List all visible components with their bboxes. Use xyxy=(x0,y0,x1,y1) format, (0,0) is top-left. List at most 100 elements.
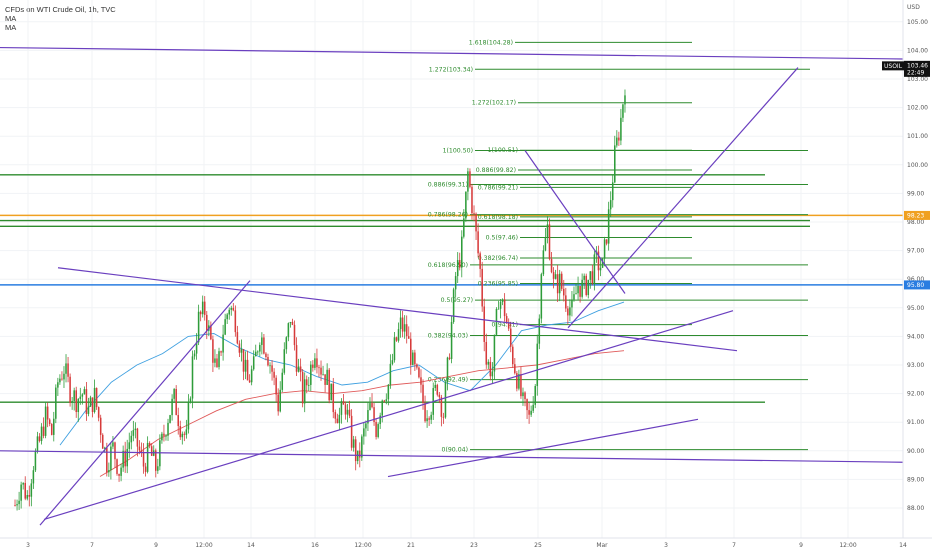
price-tag-value: 95.80 xyxy=(907,282,924,289)
candle-body xyxy=(452,289,455,322)
candle-body xyxy=(193,353,196,357)
candle-body xyxy=(558,273,561,294)
candle-body xyxy=(416,364,418,368)
candle-body xyxy=(187,402,190,430)
candle-body xyxy=(491,371,494,377)
candle-body xyxy=(228,309,230,315)
candle-body xyxy=(148,442,151,447)
fib-level-label: 0.618(98.18) xyxy=(478,214,518,221)
fib-level-label: 1.272(103.34) xyxy=(429,66,473,73)
candle-body xyxy=(83,389,86,395)
symbol-tag: USOIL xyxy=(884,63,903,70)
candle-body xyxy=(104,447,106,449)
candle-body xyxy=(326,369,328,385)
trendline xyxy=(0,46,904,60)
candle-body xyxy=(446,357,449,383)
candle-body xyxy=(24,482,26,499)
candle-body xyxy=(308,384,310,386)
price-axis[interactable]: USD 88.00 89.00 90.00 91.00 92.00 93.00 94.00 95… xyxy=(882,0,932,550)
candle-body xyxy=(220,351,222,353)
trendline xyxy=(39,280,251,526)
candle-body xyxy=(479,253,481,269)
candle-body xyxy=(252,356,255,370)
candle-body xyxy=(414,352,416,365)
candle-body xyxy=(542,250,545,275)
candle-body xyxy=(405,324,408,337)
candle-body xyxy=(197,311,200,343)
candle-body xyxy=(28,495,31,497)
candle-body xyxy=(571,299,573,308)
candle-body xyxy=(312,364,314,368)
candle-body xyxy=(407,336,410,339)
price-tick-label: 94.00 xyxy=(907,333,924,340)
candle-body xyxy=(391,360,394,364)
candle-body xyxy=(581,279,583,297)
price-tick-label: 91.00 xyxy=(907,419,924,426)
candle-body xyxy=(365,423,367,429)
price-tick-label: 96.00 xyxy=(907,276,924,283)
fib-level-label: 0.236(95.85) xyxy=(478,280,518,287)
candle-body xyxy=(165,435,167,437)
candle-body xyxy=(620,117,622,141)
candle-body xyxy=(330,383,332,401)
candle-body xyxy=(106,447,108,473)
price-axis-bg xyxy=(903,0,932,550)
candle-body xyxy=(232,307,235,311)
candle-body xyxy=(487,361,490,365)
candlesticks xyxy=(14,89,626,511)
fib-level-label: 0(90.04) xyxy=(442,447,468,454)
candle-body xyxy=(397,329,400,341)
candle-body xyxy=(310,364,312,385)
candle-body xyxy=(501,299,504,302)
candle-body xyxy=(75,390,77,413)
candle-body xyxy=(577,285,579,294)
candle-body xyxy=(240,349,243,353)
candle-body xyxy=(277,394,279,412)
candle-body xyxy=(518,374,520,389)
candle-body xyxy=(254,351,257,357)
candle-body xyxy=(167,422,169,436)
price-tick-label: 97.00 xyxy=(907,248,924,255)
candle-body xyxy=(250,369,253,383)
candle-body xyxy=(428,418,430,420)
candle-body xyxy=(403,324,406,332)
candle-body xyxy=(238,343,241,353)
trendline xyxy=(43,310,734,521)
candle-body xyxy=(287,323,290,338)
candle-body xyxy=(283,349,286,373)
candle-body xyxy=(155,450,157,471)
candle-body xyxy=(548,224,551,259)
candle-body xyxy=(206,314,208,331)
candle-body xyxy=(387,384,390,400)
candle-body xyxy=(230,307,233,310)
candle-body xyxy=(295,345,298,372)
candle-body xyxy=(275,377,277,395)
candle-body xyxy=(177,415,179,427)
candle-body xyxy=(97,407,100,418)
candle-body xyxy=(361,436,363,458)
candle-body xyxy=(234,310,237,333)
candle-body xyxy=(532,404,534,411)
candle-body xyxy=(101,434,104,449)
time-tick-label: 14 xyxy=(899,542,907,549)
ma-fast-line xyxy=(59,301,625,446)
candle-body xyxy=(36,436,39,452)
chart-legend: CFDs on WTI Crude Oil, 1h, TVC MA MA xyxy=(5,5,116,32)
bar-countdown: 22:49 xyxy=(907,69,924,76)
candle-body xyxy=(438,394,441,398)
candle-body xyxy=(395,337,398,341)
fib-level-label: 0.5(95.27) xyxy=(441,297,473,304)
candle-body xyxy=(354,439,357,462)
candle-body xyxy=(410,338,412,365)
last-price-value: 103.46 xyxy=(907,62,928,69)
candle-body xyxy=(67,363,69,377)
candle-body xyxy=(118,473,120,476)
price-tick-label: 92.00 xyxy=(907,391,924,398)
candle-body xyxy=(493,334,496,372)
time-axis[interactable]: 3 7 9 12:00 14 16 12:00 21 23 25 Mar 3 7 9 12:00 14 xyxy=(0,537,932,550)
candle-body xyxy=(381,400,383,416)
candle-body xyxy=(161,433,163,441)
candle-body xyxy=(314,358,316,368)
price-tag-box xyxy=(904,210,930,220)
